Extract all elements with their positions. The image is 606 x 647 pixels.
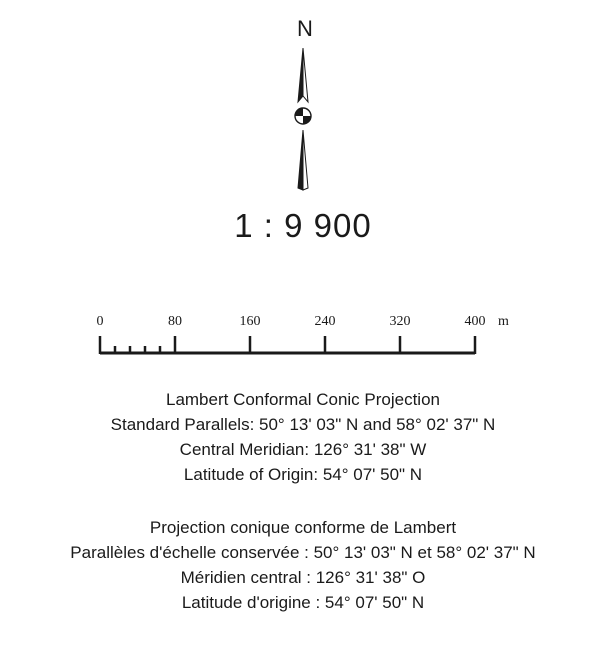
projection-notes-english: Lambert Conformal Conic Projection Stand…	[0, 387, 606, 487]
scale-bar-unit: m	[498, 314, 509, 329]
north-arrow-upper-left	[297, 47, 304, 104]
scale-bar-labels: 0 80 160 240 320 400	[97, 314, 486, 329]
scale-bar-label: 160	[240, 314, 261, 329]
north-arrow-upper-right	[302, 47, 309, 104]
scale-bar-label: 0	[97, 314, 104, 329]
scale-bar-ticks	[98, 336, 477, 354]
scale-bar-label: 320	[390, 314, 411, 329]
scale-bar-label: 400	[465, 314, 486, 329]
central-meridian-en: Central Meridian: 126° 31' 38" W	[179, 440, 427, 459]
standard-parallels-en: Standard Parallels: 50° 13' 03" N and 58…	[110, 415, 496, 434]
latitude-of-origin-en: Latitude of Origin: 54° 07' 50" N	[183, 465, 423, 484]
projection-title-fr: Projection conique conforme de Lambert	[149, 518, 457, 537]
projection-notes-french: Projection conique conforme de Lambert P…	[0, 515, 606, 615]
scale-ratio: 1 : 9 900	[234, 207, 372, 244]
central-meridian-fr: Méridien central : 126° 31' 38" O	[180, 568, 426, 587]
north-label: N	[297, 16, 313, 41]
north-arrow-lower-left	[297, 129, 304, 191]
standard-parallels-fr: Parallèles d'échelle conservée : 50° 13'…	[70, 543, 536, 562]
scale-bar-label: 240	[315, 314, 336, 329]
scale-bar: 0 80 160 240 320 400 m	[97, 314, 509, 355]
north-arrow-lower-right	[302, 129, 309, 191]
projection-title-en: Lambert Conformal Conic Projection	[165, 390, 440, 409]
north-arrow-center-quarter-br	[303, 116, 311, 124]
scale-bar-label: 80	[168, 314, 182, 329]
north-arrow-icon	[294, 47, 312, 191]
latitude-of-origin-fr: Latitude d'origine : 54° 07' 50" N	[181, 593, 425, 612]
north-arrow-center-quarter-tl	[295, 108, 303, 116]
